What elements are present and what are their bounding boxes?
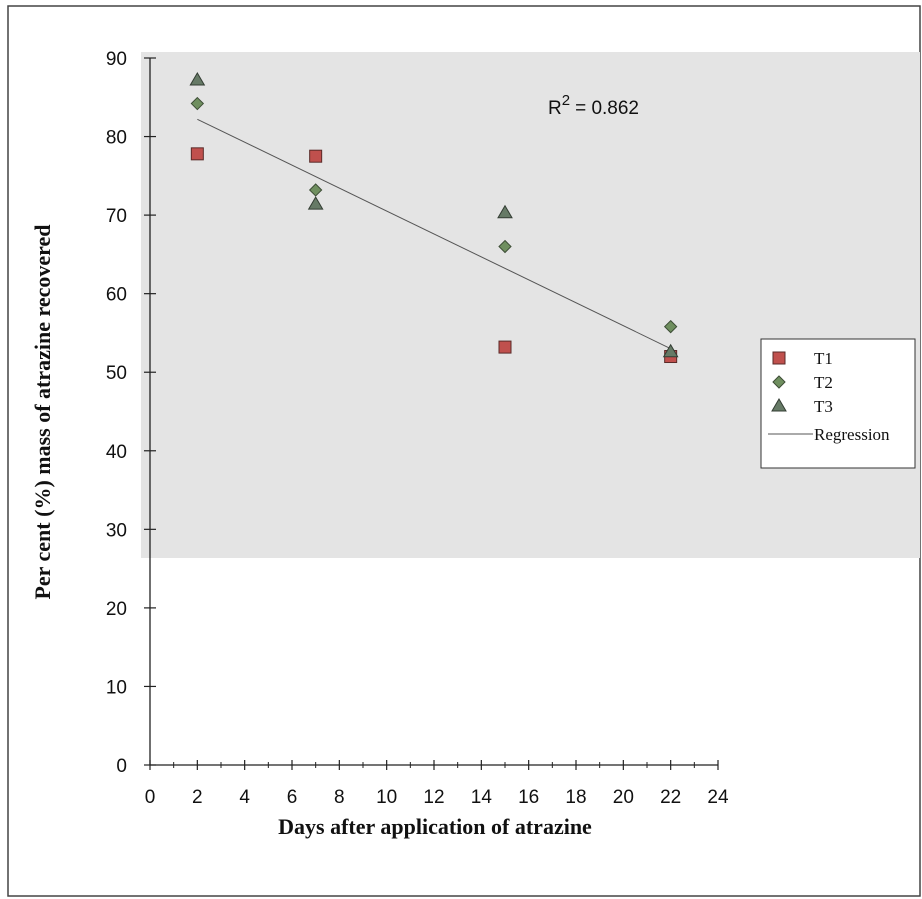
legend-box	[760, 338, 916, 469]
x-tick-label: 2	[192, 787, 203, 808]
y-tick-label: 30	[106, 520, 127, 541]
legend-marker-t2	[772, 375, 786, 389]
x-tick-label: 20	[613, 787, 634, 808]
y-tick-label: 70	[106, 206, 127, 227]
y-tick-label: 0	[116, 756, 127, 777]
x-tick-label: 24	[707, 787, 729, 808]
r-squared-annotation: R2 = 0.862	[548, 92, 639, 119]
y-tick-label: 60	[106, 285, 127, 306]
x-tick-label: 10	[376, 787, 397, 808]
regression-layer	[197, 118, 671, 350]
data-point-t3	[307, 196, 324, 210]
legend: T1 T2 T3 Regression	[760, 338, 916, 469]
data-point-t3	[189, 72, 206, 86]
x-tick-label: 14	[471, 787, 493, 808]
data-points	[189, 72, 679, 364]
r-squared-value: = 0.862	[575, 98, 639, 119]
x-tick-label: 16	[518, 787, 539, 808]
y-tick-label: 80	[106, 128, 127, 149]
data-point-t3	[662, 343, 679, 358]
legend-label-t2: T2	[814, 373, 833, 392]
r-squared-prefix: R	[548, 98, 562, 119]
r-squared-superscript: 2	[562, 92, 570, 109]
x-tick-label: 12	[423, 787, 444, 808]
y-tick-label: 40	[106, 442, 127, 463]
x-tick-label: 22	[660, 787, 681, 808]
data-point-t2	[498, 239, 512, 254]
y-tick-label: 90	[106, 49, 127, 70]
y-tick-label: 50	[106, 363, 127, 384]
x-axis-title: Days after application of atrazine	[278, 814, 592, 839]
data-point-t3	[497, 204, 513, 219]
data-point-t1	[498, 340, 512, 354]
x-tick-label: 6	[287, 787, 298, 808]
data-point-t2	[308, 183, 323, 197]
x-tick-label: 8	[334, 787, 345, 808]
data-point-t2	[663, 319, 678, 334]
plot-shading	[141, 52, 920, 558]
tick-marks	[144, 57, 719, 770]
y-tick-label: 10	[106, 677, 127, 698]
legend-label-t1: T1	[814, 349, 833, 368]
x-tick-label: 4	[239, 787, 250, 808]
y-axis-title: Per cent (%) mass of atrazine recovered	[30, 224, 55, 599]
legend-marker-t1	[772, 351, 786, 365]
data-point-t1	[190, 147, 204, 161]
y-tick-label: 20	[106, 599, 127, 620]
x-tick-label: 0	[145, 787, 156, 808]
regression-line	[197, 118, 671, 350]
legend-label-t3: T3	[814, 397, 833, 416]
legend-label-regression: Regression	[814, 425, 890, 444]
x-tick-label: 18	[565, 787, 586, 808]
data-point-t1	[309, 149, 323, 163]
data-point-t2	[190, 96, 205, 111]
legend-marker-t3	[771, 398, 787, 412]
